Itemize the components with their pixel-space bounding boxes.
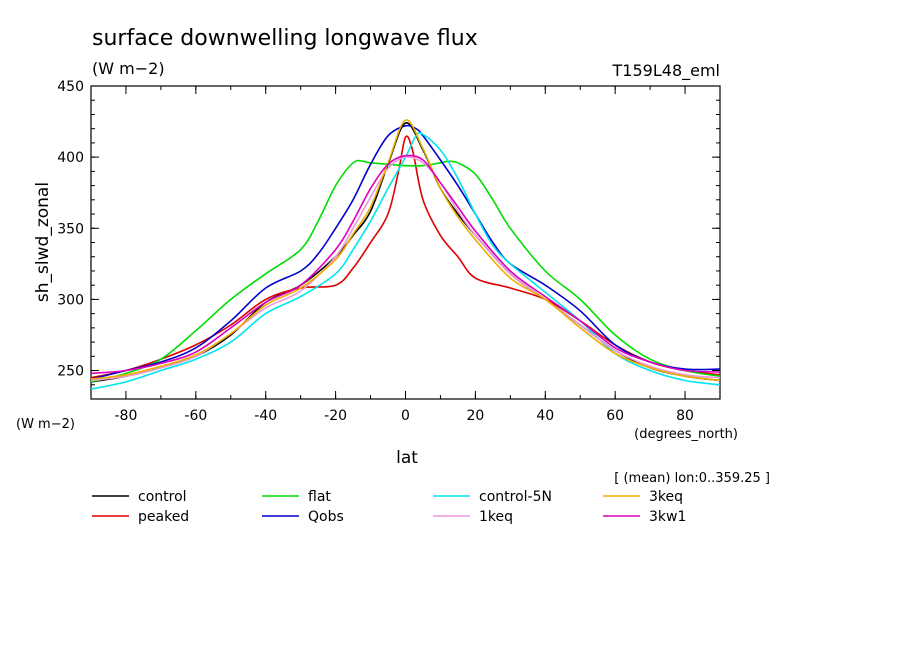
series-line-3kw1 bbox=[90, 154, 721, 375]
legend-label-1keq: 1keq bbox=[479, 509, 513, 525]
x-tick-label: -20 bbox=[324, 408, 347, 424]
experiment-label: T159L48_eml bbox=[612, 61, 720, 81]
legend-label-control-5n: control-5N bbox=[479, 489, 552, 505]
legend-label-3kw1: 3kw1 bbox=[649, 509, 686, 525]
legend-label-peaked: peaked bbox=[138, 509, 189, 525]
series-layer bbox=[90, 119, 721, 390]
x-axis-units: (degrees_north) bbox=[634, 427, 738, 442]
legend: control peaked flat Qobs control-5N 1keq 3keq 3… bbox=[92, 489, 686, 525]
chart-title: surface downwelling longwave flux bbox=[92, 26, 478, 51]
y-tick-label: 450 bbox=[57, 79, 84, 95]
x-tick-label: -60 bbox=[184, 408, 207, 424]
x-axis-label: lat bbox=[396, 448, 418, 468]
y-tick-label: 250 bbox=[57, 364, 84, 380]
series-line-qobs bbox=[90, 124, 721, 380]
chart-subtitle: (W m−2) bbox=[92, 59, 165, 78]
x-tick-label: 60 bbox=[606, 408, 624, 424]
x-tick-label: -80 bbox=[115, 408, 138, 424]
series-line-peaked bbox=[90, 135, 721, 379]
series-line-1keq bbox=[90, 156, 721, 382]
x-tick-label: 20 bbox=[466, 408, 484, 424]
y-axis-label: sh_slwd_zonal bbox=[33, 182, 53, 302]
legend-label-control: control bbox=[138, 489, 187, 505]
y-tick-label: 400 bbox=[57, 150, 84, 166]
legend-label-qobs: Qobs bbox=[308, 509, 344, 525]
averaging-note: [ (mean) lon:0..359.25 ] bbox=[614, 471, 770, 486]
x-tick-label: -40 bbox=[254, 408, 277, 424]
series-line-3keq bbox=[90, 119, 721, 382]
plot-axes: -80 -60 -40 -20 0 20 40 60 80 250 300 350 400 450 bbox=[57, 79, 721, 424]
y-axis-units: (W m−2) bbox=[16, 417, 75, 432]
x-tick-label: 0 bbox=[401, 408, 410, 424]
series-line-flat bbox=[90, 159, 721, 383]
x-tick-label: 40 bbox=[536, 408, 554, 424]
legend-label-3keq: 3keq bbox=[649, 489, 683, 505]
y-tick-label: 350 bbox=[57, 221, 84, 237]
x-tick-label: 80 bbox=[676, 408, 694, 424]
legend-label-flat: flat bbox=[308, 489, 331, 505]
y-tick-label: 300 bbox=[57, 292, 84, 308]
